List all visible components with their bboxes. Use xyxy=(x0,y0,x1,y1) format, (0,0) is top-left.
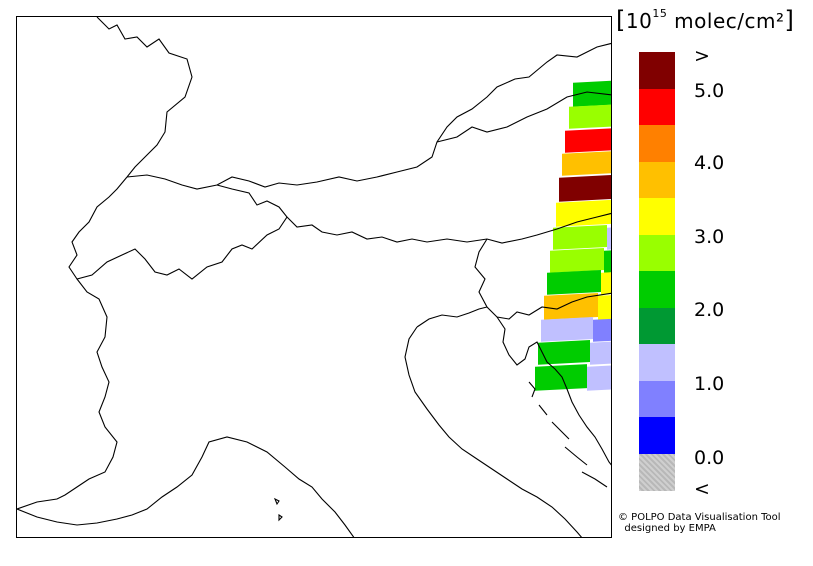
swath-pixel xyxy=(541,317,593,342)
swath-pixel xyxy=(538,340,590,365)
coast-croatia xyxy=(554,368,611,466)
color-legend xyxy=(639,52,675,491)
swath-pixel xyxy=(559,174,611,202)
legend-swatch xyxy=(639,52,675,89)
unit-base: 10 xyxy=(625,9,653,33)
swath-pixel xyxy=(573,80,611,107)
swath-pixel xyxy=(569,104,611,129)
swath-pixel xyxy=(547,269,601,295)
legend-tick-label: 1.0 xyxy=(694,373,725,395)
legend-tick-label: < xyxy=(694,478,710,500)
legend-swatch xyxy=(639,234,675,272)
credits: © POLPO Data Visualisation Tool designed… xyxy=(618,512,781,534)
swath-pixel xyxy=(535,364,587,391)
country-borders xyxy=(17,17,611,537)
coast-venice xyxy=(416,306,488,328)
swath-pixel xyxy=(562,151,611,176)
border-slovenia xyxy=(474,238,611,320)
legend-swatch xyxy=(639,417,675,454)
legend-swatch xyxy=(639,453,675,491)
border-france-italy xyxy=(17,278,118,510)
coast-italy-east xyxy=(404,326,583,537)
unit-text: molec/cm² xyxy=(667,9,785,33)
legend-swatch xyxy=(639,88,675,126)
legend-tick-label: 4.0 xyxy=(694,152,725,174)
legend-swatch xyxy=(639,198,675,235)
legend-swatch xyxy=(639,344,675,381)
border-austria-italy xyxy=(286,212,611,244)
swath-pixel xyxy=(604,250,611,273)
swath-pixel xyxy=(587,365,611,391)
legend-swatch xyxy=(639,125,675,162)
coast-istria xyxy=(496,316,556,370)
island-small-2 xyxy=(278,513,283,522)
border-france-germany xyxy=(96,17,193,178)
unit-label: [1015 molec/cm²] xyxy=(616,6,812,34)
unit-close-bracket: ] xyxy=(784,6,795,34)
legend-tick-label: 0.0 xyxy=(694,447,725,469)
islands-croatia xyxy=(528,381,608,488)
swath-pixel xyxy=(593,318,611,342)
legend-tick-label: 3.0 xyxy=(694,226,725,248)
swath-pixel xyxy=(601,272,611,295)
border-switzerland xyxy=(68,176,288,280)
legend-tick-label: 5.0 xyxy=(694,80,725,102)
coast-italy-west xyxy=(17,436,355,537)
swath-pixel xyxy=(544,292,598,320)
credits-line-2: designed by EMPA xyxy=(624,523,716,534)
legend-swatch xyxy=(639,380,675,418)
swath-pixel xyxy=(607,227,611,250)
map-panel xyxy=(16,16,612,538)
unit-exponent: 15 xyxy=(652,7,668,21)
unit-open-bracket: [ xyxy=(616,6,626,34)
legend-swatch xyxy=(639,307,675,345)
island-small-1 xyxy=(273,497,280,506)
legend-swatch xyxy=(639,271,675,308)
swath-pixel xyxy=(556,199,611,227)
legend-tick-label: 2.0 xyxy=(694,299,725,321)
border-czech xyxy=(436,91,611,143)
swath-pixel xyxy=(553,224,607,250)
border-germany-austria xyxy=(126,42,611,190)
satellite-swaths xyxy=(535,80,611,391)
swath-pixel xyxy=(590,341,611,365)
map-svg xyxy=(17,17,611,537)
swath-pixel xyxy=(550,247,604,273)
credits-line-1: © POLPO Data Visualisation Tool xyxy=(618,512,781,523)
swath-pixel xyxy=(598,294,611,320)
legend-swatch xyxy=(639,161,675,199)
legend-tick-label: > xyxy=(694,45,710,67)
swath-pixel xyxy=(565,128,611,153)
